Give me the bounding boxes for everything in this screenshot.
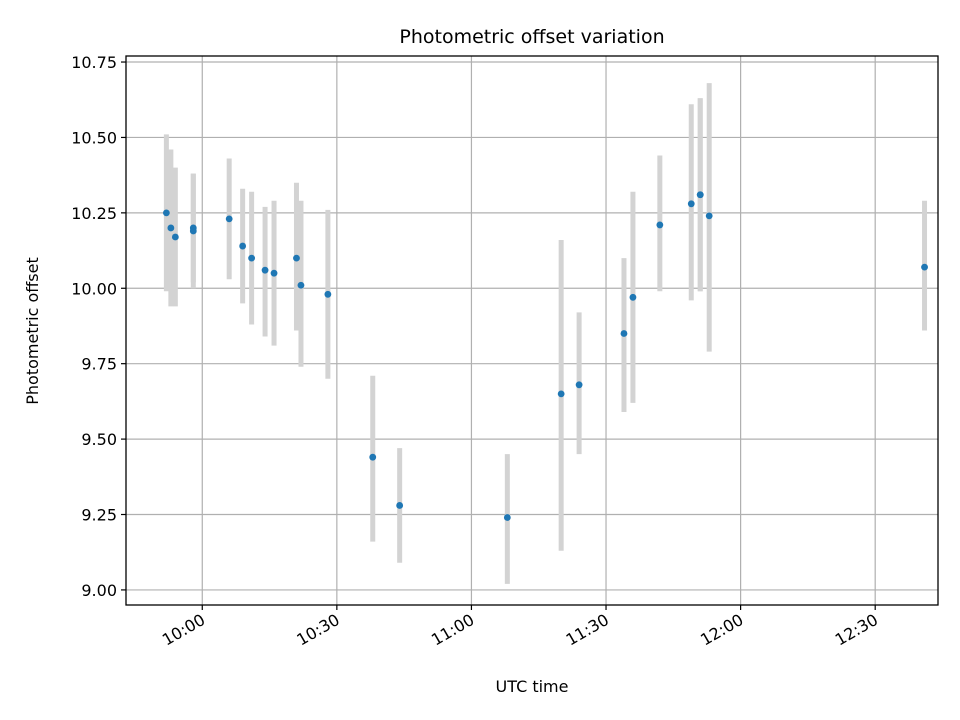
y-tick-label: 10.75: [71, 53, 117, 72]
data-point: [921, 263, 928, 271]
data-point: [171, 233, 179, 241]
y-tick-label: 10.00: [71, 279, 117, 298]
y-tick-label: 10.25: [71, 204, 117, 223]
data-point: [369, 453, 377, 461]
data-point: [162, 209, 170, 217]
data-point: [503, 514, 511, 521]
data-point: [248, 254, 256, 262]
data-point: [189, 224, 197, 232]
y-tick-label: 9.50: [81, 430, 117, 449]
data-point: [575, 381, 583, 389]
data-point: [620, 330, 628, 337]
data-points: [162, 191, 928, 521]
data-point: [687, 200, 695, 208]
data-point: [557, 390, 565, 398]
data-point: [656, 221, 664, 229]
y-axis-label: Photometric offset: [23, 257, 42, 405]
y-tick-label: 10.50: [71, 128, 117, 147]
data-point: [225, 215, 233, 223]
y-tick-label: 9.75: [81, 355, 117, 374]
data-point: [696, 191, 704, 199]
data-point: [629, 293, 637, 301]
data-point: [705, 212, 713, 220]
y-tick-label: 9.00: [81, 581, 117, 600]
data-point: [324, 290, 332, 298]
data-point: [167, 224, 175, 232]
y-tick-label: 9.25: [81, 506, 117, 525]
axes-frame: [125, 55, 939, 606]
data-point: [297, 281, 305, 289]
data-point: [293, 254, 300, 262]
data-point: [270, 269, 278, 277]
data-point: [239, 242, 247, 250]
chart-title: Photometric offset variation: [399, 26, 664, 48]
grid: [126, 56, 938, 605]
x-axis-label: UTC time: [496, 677, 569, 696]
data-point: [396, 502, 404, 509]
data-point: [261, 266, 269, 274]
